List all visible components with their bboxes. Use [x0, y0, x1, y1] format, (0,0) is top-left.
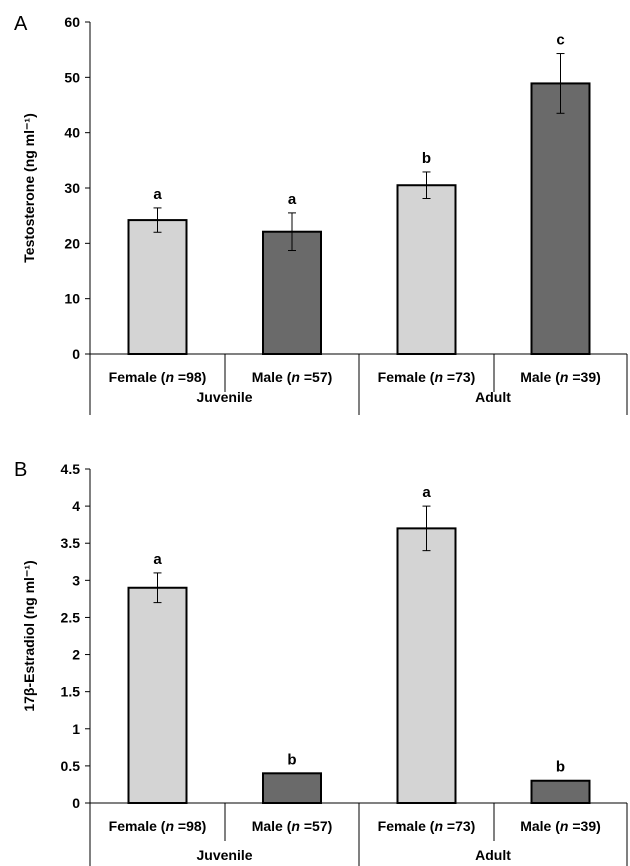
- category-n: 39: [581, 818, 597, 834]
- group-label: Juvenile: [196, 389, 252, 405]
- y-tick-label: 4: [72, 498, 80, 514]
- bar: [530, 82, 591, 355]
- y-tick-label: 60: [64, 14, 80, 30]
- category-sex: Female: [109, 818, 157, 834]
- bar: [530, 779, 591, 805]
- y-tick-label: 3.5: [61, 535, 81, 551]
- category-n: 98: [186, 818, 202, 834]
- panel-letter: A: [14, 13, 28, 35]
- y-axis-label: Testosterone (ng ml⁻¹): [21, 113, 37, 262]
- significance-letter: a: [288, 191, 297, 208]
- category-label: Male (n =39): [520, 818, 601, 834]
- y-tick-label: 40: [64, 125, 80, 141]
- bar: [396, 184, 457, 355]
- group-label: Juvenile: [196, 847, 252, 863]
- bar: [127, 219, 188, 355]
- category-label: Female (n =98): [109, 369, 207, 385]
- category-sex: Female: [378, 818, 426, 834]
- category-n: 39: [581, 369, 597, 385]
- category-sex: Female: [378, 369, 426, 385]
- category-sex: Male: [520, 818, 551, 834]
- significance-letter: a: [153, 186, 162, 203]
- y-tick-label: 3: [72, 572, 80, 588]
- y-tick-label: 2.5: [61, 609, 81, 625]
- group-label: Adult: [475, 389, 511, 405]
- y-tick-label: 20: [64, 235, 80, 251]
- category-n: 73: [455, 369, 471, 385]
- category-n: 73: [455, 818, 471, 834]
- significance-letter: b: [287, 751, 296, 768]
- category-sex: Female: [109, 369, 157, 385]
- y-tick-label: 0: [72, 795, 80, 811]
- y-tick-label: 10: [64, 291, 80, 307]
- category-sex: Male: [252, 369, 283, 385]
- category-n: 57: [312, 818, 328, 834]
- bar: [127, 586, 188, 804]
- bar: [396, 527, 457, 805]
- panel-letter: B: [14, 459, 27, 481]
- y-tick-label: 1.5: [61, 684, 81, 700]
- category-label: Male (n =57): [252, 369, 333, 385]
- significance-letter: a: [153, 551, 162, 568]
- category-label: Female (n =73): [378, 818, 476, 834]
- y-tick-label: 4.5: [61, 461, 81, 477]
- y-tick-label: 50: [64, 69, 80, 85]
- bar: [262, 772, 322, 804]
- bar: [262, 230, 322, 355]
- category-n: 57: [312, 369, 328, 385]
- y-tick-label: 0.5: [61, 758, 81, 774]
- significance-letter: c: [556, 32, 564, 49]
- y-tick-label: 30: [64, 180, 80, 196]
- category-sex: Male: [520, 369, 551, 385]
- category-sex: Male: [252, 818, 283, 834]
- group-label: Adult: [475, 847, 511, 863]
- y-tick-label: 2: [72, 647, 80, 663]
- category-label: Male (n =39): [520, 369, 601, 385]
- category-n: 98: [186, 369, 202, 385]
- y-tick-label: 0: [72, 346, 80, 362]
- significance-letter: b: [556, 759, 565, 776]
- significance-letter: a: [422, 484, 431, 501]
- category-label: Female (n =98): [109, 818, 207, 834]
- y-axis-label: 17β-Estradiol (ng ml⁻¹): [21, 560, 37, 711]
- chart-panel-a: A Testosterone (ng ml⁻¹) 0 10 20 30 40 50 60 Fema…: [14, 13, 628, 415]
- y-tick-label: 1: [72, 721, 80, 737]
- chart-panel-b: B 17β-Estradiol (ng ml⁻¹) 0 0.5 1 1.5 2 2.5 3 3.5…: [14, 459, 628, 866]
- significance-letter: b: [422, 150, 431, 167]
- category-label: Female (n =73): [378, 369, 476, 385]
- category-label: Male (n =57): [252, 818, 333, 834]
